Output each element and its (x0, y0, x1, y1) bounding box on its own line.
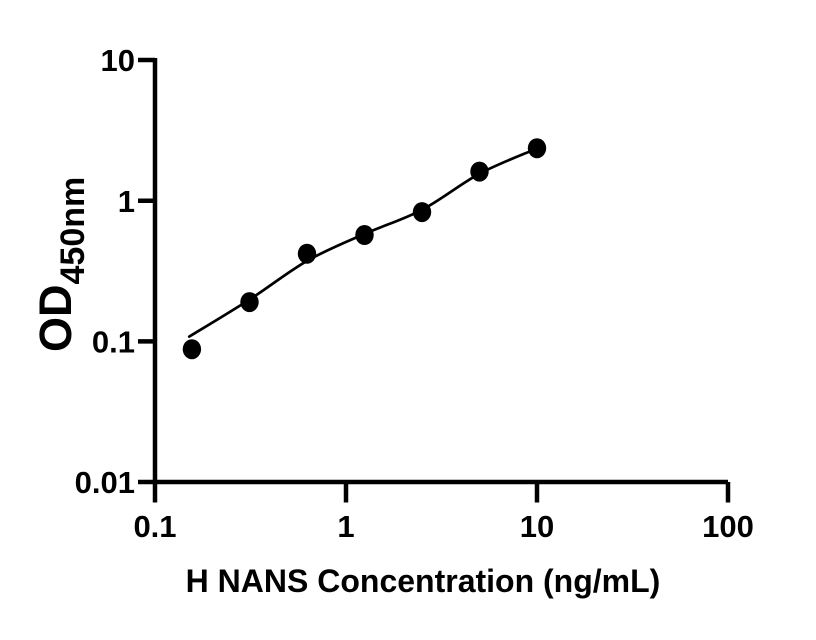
axes-layer: 10 1 0.1 0.01 0.1 1 10 100 (75, 43, 754, 544)
data-point (527, 138, 547, 159)
data-point (412, 202, 432, 223)
y-tick-label: 0.01 (75, 465, 135, 500)
data-layer (182, 138, 547, 360)
x-axis-title: H NANS Concentration (ng/mL) (186, 563, 661, 599)
data-point (182, 339, 202, 360)
x-tick-label: 10 (520, 509, 554, 544)
x-tick-label: 100 (702, 509, 754, 544)
x-tick-label: 1 (337, 509, 354, 544)
y-tick-label: 0.1 (92, 325, 135, 360)
y-axis-title: OD450nm (30, 177, 92, 352)
data-point (470, 161, 489, 182)
data-point (240, 292, 259, 313)
x-tick-label: 0.1 (133, 509, 176, 544)
data-point (297, 243, 317, 264)
data-point (355, 225, 374, 245)
y-tick-label: 1 (118, 184, 135, 219)
y-axis-title-main: OD (30, 285, 81, 353)
y-tick-label: 10 (101, 43, 135, 78)
y-axis-title-subscript: 450nm (54, 177, 92, 285)
